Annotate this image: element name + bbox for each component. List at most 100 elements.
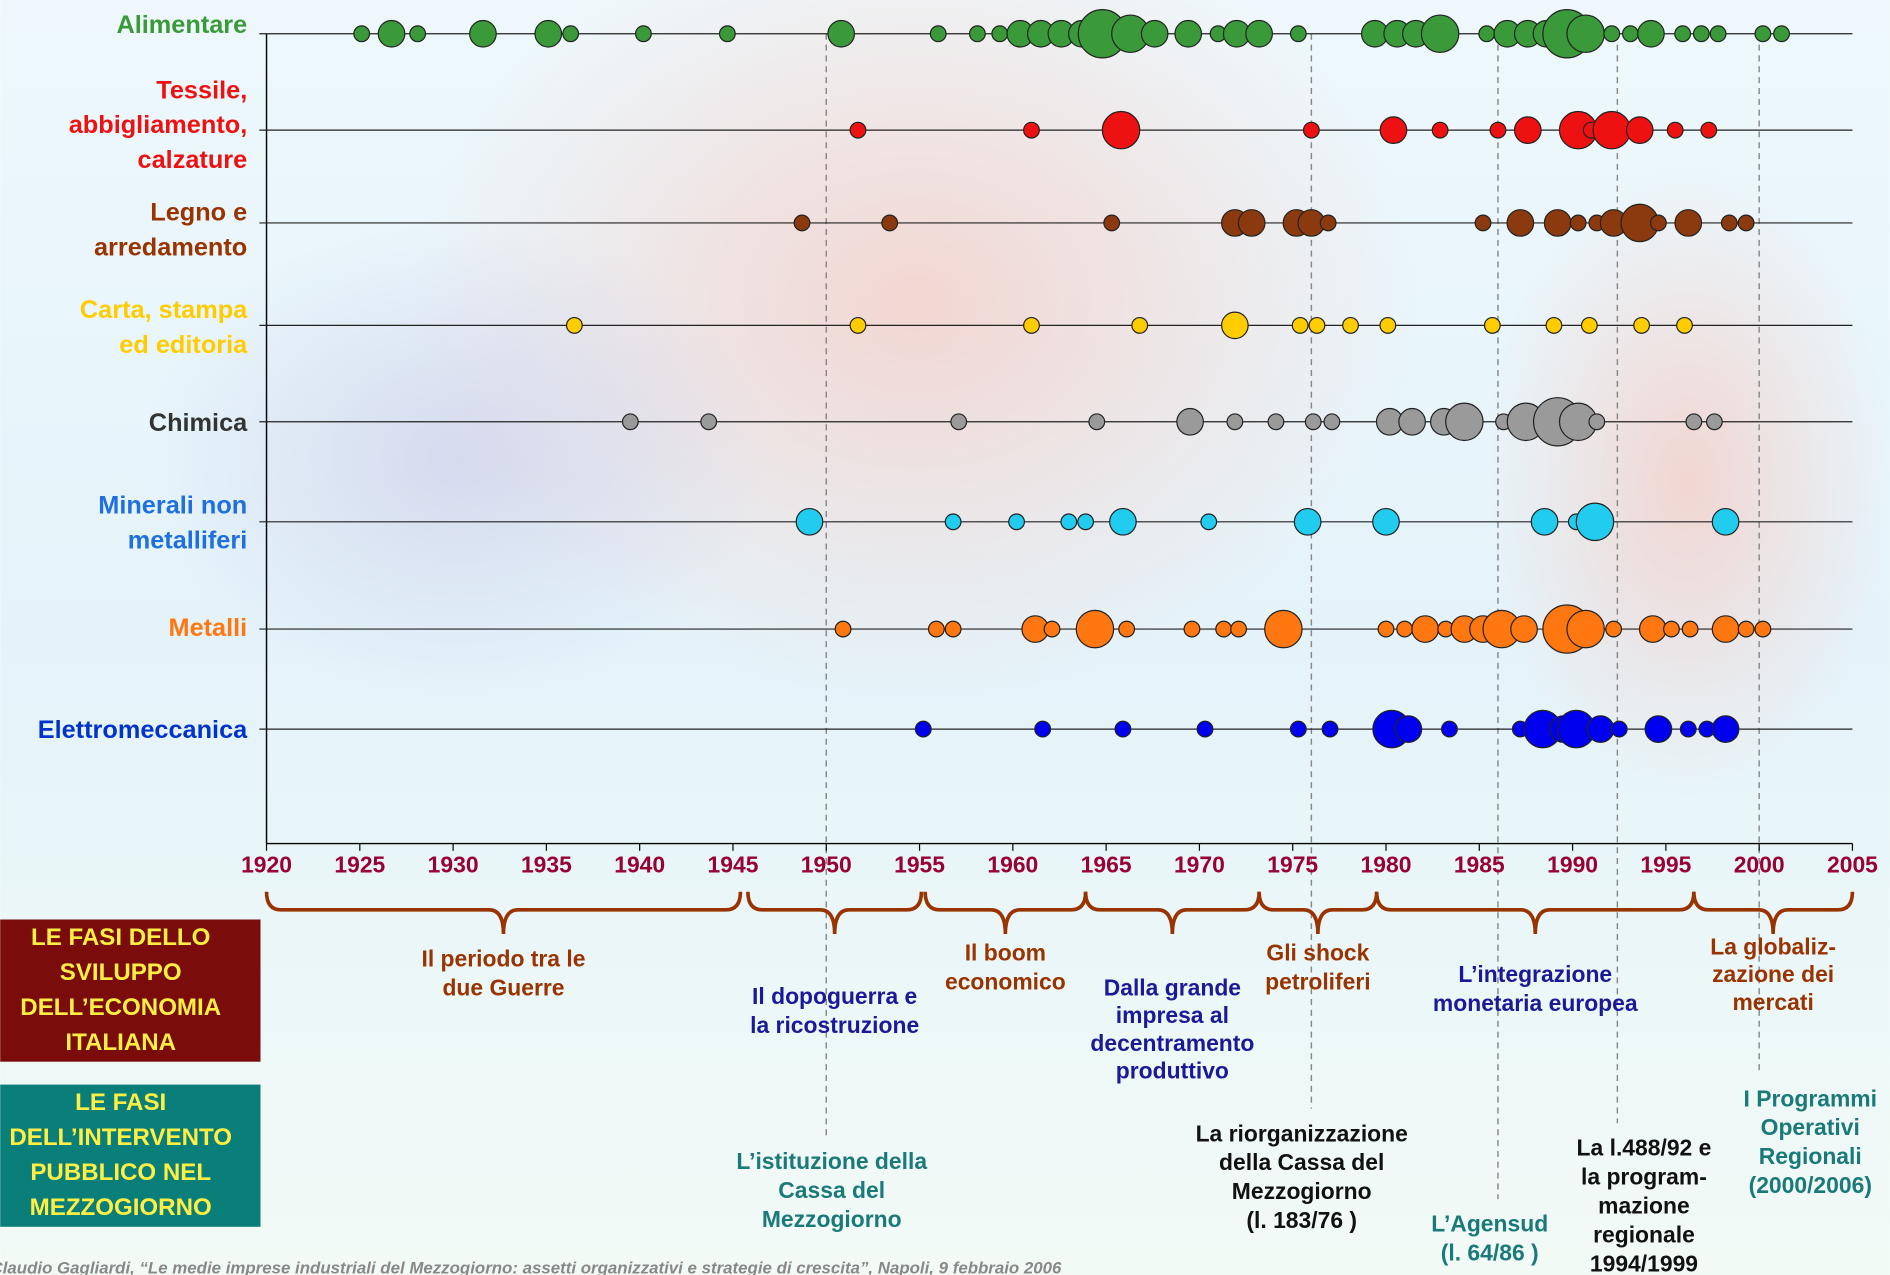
bubble [1023, 316, 1040, 334]
bubble [565, 316, 583, 334]
phase-brace [1692, 891, 1855, 934]
legend-label: arredamento [94, 234, 247, 262]
bubble [1720, 214, 1738, 232]
bubble [1530, 507, 1559, 536]
bubble [1319, 214, 1337, 232]
phase-brace [1374, 891, 1696, 934]
bubble [795, 507, 824, 536]
phase-label: zazione dei [1712, 961, 1834, 987]
phase-brace [264, 891, 743, 934]
bubble [1566, 14, 1605, 54]
x-tick-label: 1945 [708, 852, 759, 878]
legend-label: Chimica [149, 409, 248, 437]
x-tick-label: 2005 [1827, 852, 1878, 878]
phase-brace [1257, 891, 1379, 934]
legend-label: Legno e [150, 199, 247, 227]
legend-label: abbigliamento, [69, 111, 247, 139]
bubble [1308, 316, 1326, 334]
intervention-label: L’Agensud [1431, 1211, 1548, 1237]
legend-label: Metalli [169, 614, 248, 642]
bubble [1034, 720, 1052, 738]
box-label: SVILUPPO [60, 959, 182, 986]
bubble [1103, 214, 1121, 232]
bubble [1377, 620, 1395, 638]
bubble [1101, 110, 1141, 150]
bubble [1118, 620, 1136, 638]
bubble [1483, 316, 1501, 334]
bubble [1226, 413, 1244, 431]
phase-label: decentramento [1090, 1030, 1254, 1056]
bubble [409, 25, 427, 43]
bubble [469, 19, 497, 48]
bubble [1692, 25, 1710, 43]
x-tick-label: 1950 [801, 852, 852, 878]
bubble [1674, 25, 1692, 43]
bubble [1685, 413, 1703, 431]
x-tick-label: 1940 [614, 852, 665, 878]
phase-label: Il dopoguerra e [752, 983, 917, 1009]
bubble [950, 413, 968, 431]
phase-label: petroliferi [1265, 968, 1371, 994]
bubble [1711, 615, 1740, 643]
box-label: DELL’ECONOMIA [20, 994, 221, 1021]
bubble [1215, 620, 1233, 638]
bubble [1737, 620, 1755, 638]
phase-label: Dalla grande [1104, 974, 1241, 1000]
bubble [1075, 609, 1115, 649]
legend-label: Tessile, [156, 76, 247, 104]
bubble [1649, 214, 1667, 232]
bubble [1513, 116, 1542, 145]
phase-label: impresa al [1116, 1002, 1229, 1028]
background-decoration [1482, 168, 1890, 796]
phase-label: Il periodo tra le [421, 946, 585, 972]
bubble [1644, 715, 1673, 743]
intervention-label: della Cassa del [1219, 1149, 1384, 1175]
bubble [1705, 413, 1723, 431]
bubble [1580, 316, 1598, 334]
phase-label: monetaria europea [1433, 990, 1638, 1016]
phase-box [0, 1084, 261, 1227]
bubble [1245, 19, 1273, 48]
bubble [1088, 413, 1106, 431]
bubble [1077, 513, 1095, 531]
intervention-label: La l.488/92 e [1577, 1135, 1712, 1161]
bubble [1183, 620, 1201, 638]
bubble [1681, 620, 1699, 638]
bubble [1379, 316, 1397, 334]
bubble [1060, 513, 1078, 531]
bubble [1575, 502, 1615, 542]
x-tick-label: 1930 [428, 852, 479, 878]
intervention-label: regionale [1593, 1221, 1695, 1247]
background-decoration [144, 216, 772, 699]
legend-label: metalliferi [128, 526, 248, 554]
intervention-label: la program- [1581, 1164, 1707, 1190]
bubble [1445, 402, 1484, 442]
bubble [1008, 513, 1026, 531]
bubble [1200, 513, 1218, 531]
intervention-label: Regionali [1759, 1143, 1862, 1169]
bubble [944, 620, 962, 638]
legend-label: Elettromeccanica [38, 716, 248, 744]
bubble [1221, 311, 1249, 340]
bubble [1711, 715, 1740, 743]
bubble [1176, 407, 1204, 436]
bubble [1666, 121, 1684, 139]
bubble [1379, 116, 1408, 145]
box-label: MEZZOGIORNO [30, 1194, 212, 1221]
bubble [914, 720, 932, 738]
bubble [1289, 25, 1307, 43]
intervention-label: mazione [1598, 1193, 1690, 1219]
bubble [1196, 720, 1214, 738]
phase-label: la ricostruzione [750, 1012, 919, 1038]
bubble [1478, 25, 1496, 43]
intervention-label: Mezzogiorno [1232, 1178, 1372, 1204]
bubble [1264, 609, 1303, 649]
bubble [1569, 214, 1587, 232]
phase-box [0, 919, 261, 1062]
bubble [1109, 507, 1137, 536]
bubble [1302, 121, 1320, 139]
bubble [1754, 25, 1772, 43]
bubble [1637, 19, 1665, 48]
bubble [1679, 720, 1697, 738]
